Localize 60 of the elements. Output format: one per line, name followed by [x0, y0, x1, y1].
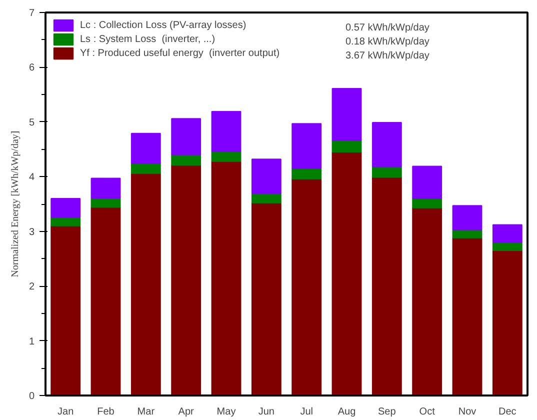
bar [130, 172, 161, 396]
bar [251, 158, 282, 194]
legend-label: Lc : Collection Loss (PV-array losses) [80, 18, 246, 32]
bar [50, 225, 81, 396]
y-tick-label: 2 [28, 282, 35, 293]
x-tick-label: Dec [498, 406, 516, 418]
bar [492, 250, 522, 396]
bar [251, 193, 282, 204]
bar [412, 166, 442, 200]
bar [211, 150, 242, 162]
annotation: 3.67 kWh/kWp/day [346, 50, 430, 62]
bar [251, 202, 282, 396]
x-tick-label: Jun [258, 406, 274, 418]
bar [492, 224, 522, 243]
bar [292, 168, 322, 180]
bar [292, 178, 322, 396]
annotation: 0.18 kWh/kWp/day [346, 36, 430, 48]
bar [90, 178, 121, 198]
annotation: 0.57 kWh/kWp/day [346, 22, 430, 34]
bar [171, 164, 202, 396]
legend-label: Ls : System Loss (inverter, ...) [80, 32, 216, 46]
bar [90, 206, 121, 396]
x-tick-label: Mar [137, 406, 156, 418]
y-tick-label: 0 [28, 391, 35, 402]
bar [412, 207, 442, 396]
bar [50, 216, 81, 226]
bar [332, 140, 362, 153]
bar [332, 152, 362, 396]
y-tick-label: 1 [28, 336, 35, 348]
bar [452, 229, 482, 238]
x-tick-label: Oct [419, 406, 436, 418]
x-tick-label: Jan [58, 406, 74, 418]
x-tick-label: May [216, 406, 236, 418]
x-tick-label: Nov [458, 406, 476, 418]
y-tick-label: 6 [28, 62, 35, 74]
bar [372, 122, 402, 168]
y-tick-label: 5 [28, 117, 35, 128]
bar [412, 198, 442, 208]
bar [50, 198, 81, 218]
x-tick-label: Feb [97, 406, 115, 418]
bar [332, 88, 362, 142]
bar [452, 205, 482, 230]
y-tick-label: 3 [28, 226, 35, 238]
bar [90, 197, 121, 208]
x-tick-label: Apr [178, 406, 195, 418]
bar [211, 111, 242, 152]
bar [452, 237, 482, 396]
x-tick-label: Sep [378, 406, 396, 418]
x-tick-label: Jul [300, 406, 313, 418]
bar [372, 176, 402, 396]
bar [292, 123, 322, 169]
x-tick-label: Aug [338, 406, 356, 418]
bar [171, 118, 202, 156]
y-axis-title: Normalized Energy [kWh/kWp/day] [10, 130, 21, 278]
y-tick-label: 7 [28, 8, 35, 19]
bar [130, 132, 161, 164]
legend-label: Yf : Produced useful energy (inverter output) [80, 46, 280, 60]
y-tick-label: 4 [28, 172, 35, 184]
bar [211, 160, 242, 396]
bar [130, 163, 161, 174]
